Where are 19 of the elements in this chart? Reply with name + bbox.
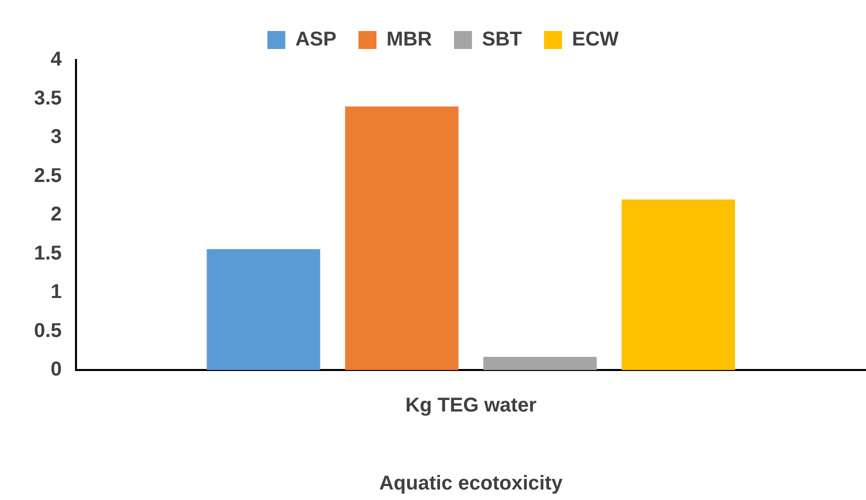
legend-label: SBT	[482, 28, 522, 51]
y-tick-label: 4	[50, 48, 63, 71]
legend-label: MBR	[386, 28, 433, 51]
x-tick-label: Kg TEG water	[405, 394, 537, 417]
legend-label: ASP	[295, 28, 336, 51]
y-tick-label: 0	[50, 358, 62, 381]
y-tick-label: 0.5	[34, 320, 62, 342]
y-tick-label: 2.5	[34, 164, 62, 187]
bar	[483, 356, 597, 370]
y-tick-label: 3	[50, 126, 62, 148]
x-axis-title: Aquatic ecotoxicity	[379, 472, 564, 495]
y-tick-label: 1	[50, 281, 62, 304]
legend-label: ECW	[572, 28, 619, 51]
bar	[622, 200, 736, 370]
y-tick-label: 2	[50, 204, 62, 226]
bar	[345, 106, 458, 370]
y-tick-label: 1.5	[34, 242, 62, 264]
y-tick-label: 3.5	[34, 87, 62, 110]
bar	[206, 249, 320, 370]
